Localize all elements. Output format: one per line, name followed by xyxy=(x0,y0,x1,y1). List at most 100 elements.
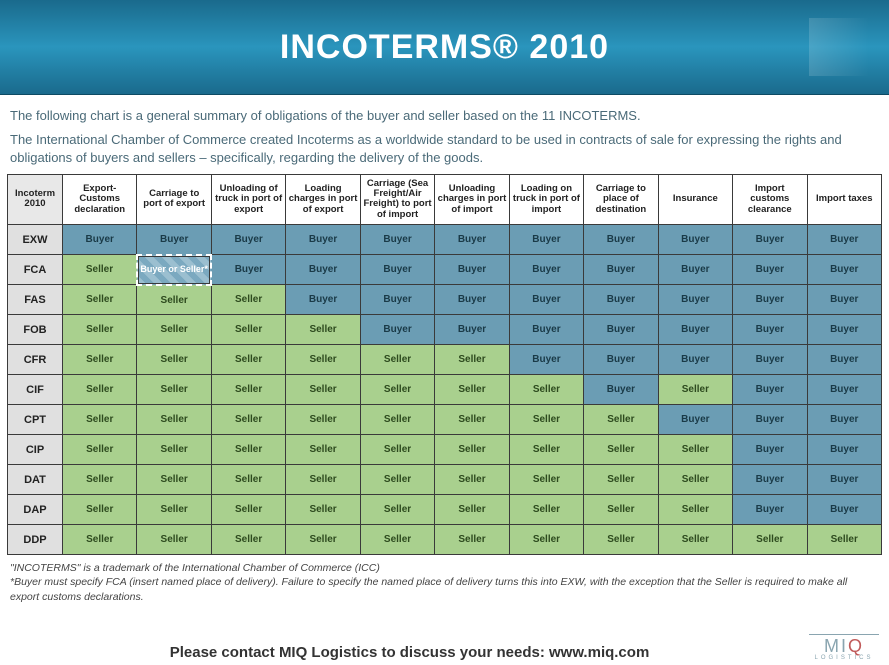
table-cell: Seller xyxy=(584,405,658,435)
table-cell: Buyer xyxy=(360,255,434,285)
table-cell: Seller xyxy=(211,345,285,375)
table-cell: Buyer xyxy=(807,375,881,405)
table-cell: Buyer xyxy=(807,345,881,375)
table-cell: Buyer xyxy=(435,285,509,315)
table-cell: Seller xyxy=(137,495,211,525)
table-column-header: Loading on truck in port of import xyxy=(509,174,583,225)
table-cell: Buyer xyxy=(733,225,807,255)
table-row: CIPSellerSellerSellerSellerSellerSellerS… xyxy=(8,435,882,465)
table-row: DDPSellerSellerSellerSellerSellerSellerS… xyxy=(8,525,882,555)
table-cell: Seller xyxy=(435,345,509,375)
table-cell: Seller xyxy=(63,525,137,555)
row-code: FOB xyxy=(8,315,63,345)
table-row: FASSellerSellerSellerBuyerBuyerBuyerBuye… xyxy=(8,285,882,315)
row-code: DDP xyxy=(8,525,63,555)
table-cell: Seller xyxy=(63,255,137,285)
table-cell: Buyer xyxy=(286,225,360,255)
table-column-header: Import customs clearance xyxy=(733,174,807,225)
logo-subtext: LOGISTICS xyxy=(809,655,879,661)
table-cell: Seller xyxy=(435,435,509,465)
table-column-header: Unloading charges in port of import xyxy=(435,174,509,225)
table-column-header: Carriage to place of destination xyxy=(584,174,658,225)
table-cell: Buyer xyxy=(211,255,285,285)
table-header-row: Incoterm 2010 Export-Customs declaration… xyxy=(8,174,882,225)
table-cell: Seller xyxy=(509,435,583,465)
table-cell: Buyer xyxy=(509,285,583,315)
table-cell: Seller xyxy=(509,525,583,555)
table-cell: Seller xyxy=(360,345,434,375)
table-row: DAPSellerSellerSellerSellerSellerSellerS… xyxy=(8,495,882,525)
table-cell: Buyer xyxy=(658,255,732,285)
table-cell: Seller xyxy=(211,405,285,435)
table-cell: Seller xyxy=(733,525,807,555)
table-cell: Seller xyxy=(584,435,658,465)
table-cell: Buyer xyxy=(807,405,881,435)
table-corner-header: Incoterm 2010 xyxy=(8,174,63,225)
table-row: FCASellerBuyer or Seller*BuyerBuyerBuyer… xyxy=(8,255,882,285)
row-code: DAP xyxy=(8,495,63,525)
table-cell: Buyer xyxy=(360,225,434,255)
row-code: CIF xyxy=(8,375,63,405)
table-cell: Buyer xyxy=(658,315,732,345)
table-row: EXWBuyerBuyerBuyerBuyerBuyerBuyerBuyerBu… xyxy=(8,225,882,255)
table-cell: Buyer xyxy=(658,345,732,375)
table-cell: Seller xyxy=(137,525,211,555)
table-cell: Buyer xyxy=(584,285,658,315)
table-cell: Seller xyxy=(211,375,285,405)
table-cell: Seller xyxy=(211,315,285,345)
table-cell: Buyer xyxy=(658,225,732,255)
table-cell: Buyer xyxy=(658,285,732,315)
table-cell: Buyer xyxy=(807,315,881,345)
table-cell: Buyer xyxy=(733,405,807,435)
table-cell: Buyer xyxy=(733,465,807,495)
table-cell: Seller xyxy=(63,345,137,375)
table-column-header: Insurance xyxy=(658,174,732,225)
table-cell: Seller xyxy=(211,435,285,465)
footer: Please contact MIQ Logistics to discuss … xyxy=(0,634,889,661)
table-cell: Seller xyxy=(137,285,211,315)
table-cell: Buyer xyxy=(509,225,583,255)
table-cell: Buyer xyxy=(733,345,807,375)
row-code: FAS xyxy=(8,285,63,315)
table-column-header: Loading charges in port of export xyxy=(286,174,360,225)
table-cell: Buyer xyxy=(211,225,285,255)
table-cell: Seller xyxy=(286,435,360,465)
table-cell: Seller xyxy=(286,315,360,345)
table-column-header: Export-Customs declaration xyxy=(63,174,137,225)
table-cell: Seller xyxy=(211,525,285,555)
table-cell: Seller xyxy=(286,525,360,555)
table-cell: Buyer xyxy=(435,315,509,345)
row-code: CPT xyxy=(8,405,63,435)
table-cell: Buyer xyxy=(584,375,658,405)
contact-line: Please contact MIQ Logistics to discuss … xyxy=(10,644,809,661)
page-title: INCOTERMS® 2010 xyxy=(280,28,609,67)
table-cell: Seller xyxy=(137,465,211,495)
miq-logo: MIQ LOGISTICS xyxy=(809,634,879,661)
table-cell: Seller xyxy=(658,435,732,465)
table-cell: Seller xyxy=(63,405,137,435)
table-cell: Seller xyxy=(286,495,360,525)
table-cell: Buyer xyxy=(584,345,658,375)
table-cell: Seller xyxy=(584,465,658,495)
table-row: CIFSellerSellerSellerSellerSellerSellerS… xyxy=(8,375,882,405)
table-cell: Seller xyxy=(137,315,211,345)
footnote-fca: *Buyer must specify FCA (insert named pl… xyxy=(10,575,879,603)
table-cell: Seller xyxy=(286,345,360,375)
row-code: DAT xyxy=(8,465,63,495)
footnotes: "INCOTERMS" is a trademark of the Intern… xyxy=(0,555,889,604)
table-cell: Seller xyxy=(435,465,509,495)
table-cell: Buyer xyxy=(807,255,881,285)
table-cell: Seller xyxy=(63,285,137,315)
table-cell: Buyer xyxy=(807,225,881,255)
table-cell: Buyer xyxy=(435,225,509,255)
row-code: FCA xyxy=(8,255,63,285)
table-cell: Seller xyxy=(435,405,509,435)
table-cell: Buyer xyxy=(509,315,583,345)
table-cell: Buyer xyxy=(584,315,658,345)
table-cell: Buyer xyxy=(807,495,881,525)
table-cell: Seller xyxy=(658,525,732,555)
table-cell: Buyer xyxy=(733,255,807,285)
table-cell: Buyer xyxy=(584,255,658,285)
incoterms-table: Incoterm 2010 Export-Customs declaration… xyxy=(7,174,882,556)
logo-mi: MI xyxy=(824,636,848,656)
